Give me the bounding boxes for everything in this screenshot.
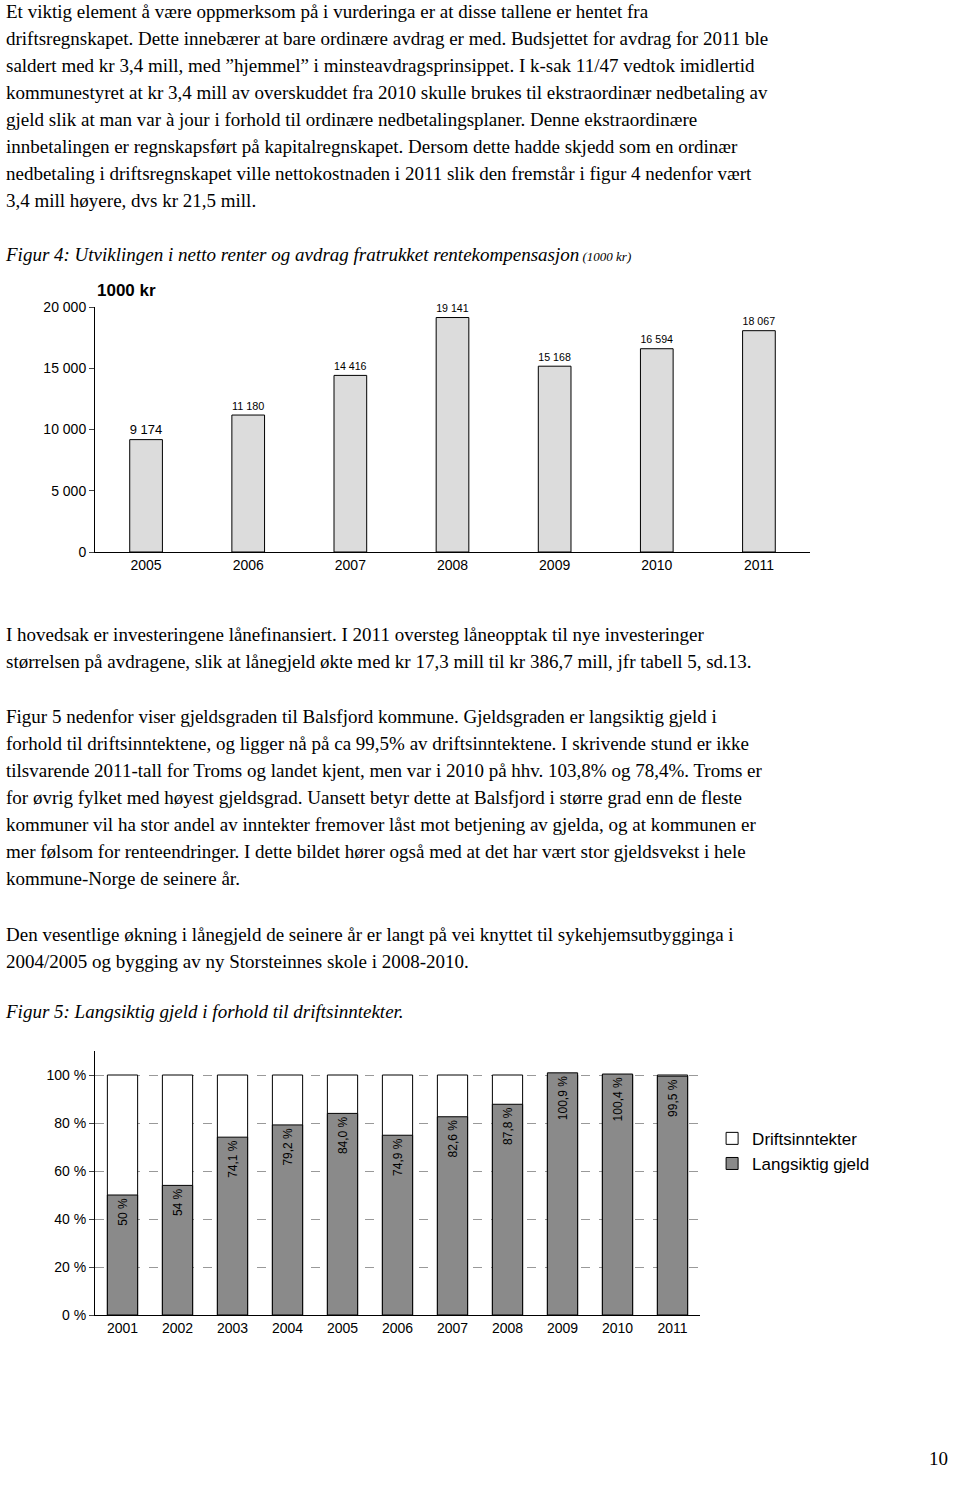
html-text:10: 10: [929, 1448, 948, 1469]
svg-text:2009: 2009: [539, 557, 570, 573]
svg-text:2010: 2010: [602, 1320, 633, 1336]
svg-text:50 %: 50 %: [116, 1198, 130, 1226]
svg-text:0 %: 0 %: [62, 1307, 86, 1323]
svg-text:9 174: 9 174: [130, 422, 162, 437]
svg-text:10 000: 10 000: [43, 421, 86, 437]
svg-text:54 %: 54 %: [171, 1188, 185, 1216]
html-text:for øvrig fylket med høyest gj: for øvrig fylket med høyest gjeldsgrad. …: [6, 787, 742, 808]
svg-text:2011: 2011: [657, 1320, 687, 1336]
svg-text:74,1 %: 74,1 %: [226, 1140, 240, 1178]
svg-text:82,6 %: 82,6 %: [446, 1120, 460, 1158]
svg-text:16 594: 16 594: [640, 333, 673, 345]
svg-text:2001: 2001: [107, 1320, 138, 1336]
svg-text:100,4 %: 100,4 %: [611, 1077, 625, 1121]
svg-text:14 416: 14 416: [334, 360, 367, 372]
svg-text:84,0 %: 84,0 %: [336, 1116, 350, 1154]
html-text:Et viktig element å være oppme: Et viktig element å være oppmerksom på i…: [6, 1, 649, 22]
svg-text:5 000: 5 000: [51, 483, 86, 499]
svg-text:2006: 2006: [382, 1320, 413, 1336]
html-text:Figur 5: Langsiktig gjeld i fo: Figur 5: Langsiktig gjeld i forhold til …: [6, 1001, 404, 1022]
svg-text:1000 kr: 1000 kr: [97, 281, 156, 300]
svg-text:40 %: 40 %: [54, 1211, 86, 1227]
svg-text:100,9 %: 100,9 %: [556, 1076, 570, 1120]
html-text:Figur 4: Utviklingen i netto r: Figur 4: Utviklingen i netto renter og a…: [6, 244, 632, 265]
svg-text:79,2 %: 79,2 %: [281, 1128, 295, 1166]
svg-text:99,5 %: 99,5 %: [666, 1079, 680, 1117]
svg-text:2007: 2007: [437, 1320, 468, 1336]
svg-text:74,9 %: 74,9 %: [391, 1138, 405, 1176]
html-text:forhold til driftsinntektene,: forhold til driftsinntektene, og ligger …: [6, 733, 749, 754]
svg-text:87,8 %: 87,8 %: [501, 1107, 515, 1145]
html-text:driftsregnskapet. Dette innebæ: driftsregnskapet. Dette innebærer at bar…: [6, 28, 769, 49]
svg-text:2008: 2008: [492, 1320, 523, 1336]
svg-text:20 000: 20 000: [43, 299, 86, 315]
svg-text:2008: 2008: [437, 557, 468, 573]
svg-text:2004: 2004: [272, 1320, 303, 1336]
html-text:Figur 5 nedenfor viser gjeldsg: Figur 5 nedenfor viser gjeldsgraden til …: [6, 706, 717, 727]
svg-text:20 %: 20 %: [54, 1259, 86, 1275]
html-text:3,4 mill høyere, dvs kr 21,5 m: 3,4 mill høyere, dvs kr 21,5 mill.: [6, 190, 257, 211]
svg-text:0: 0: [78, 544, 86, 560]
html-text:I hovedsak er investeringene l: I hovedsak er investeringene lånefinansi…: [6, 624, 704, 645]
html-text:innbetalingen er regnskapsført: innbetalingen er regnskapsført på kapita…: [6, 136, 738, 157]
svg-text:2005: 2005: [327, 1320, 358, 1336]
html-text:kommuner vil ha stor andel av: kommuner vil ha stor andel av inntekter …: [6, 814, 756, 835]
html-text:tilsvarende 2011-tall for Trom: tilsvarende 2011-tall for Troms og lande…: [6, 760, 762, 781]
svg-text:19 141: 19 141: [436, 302, 469, 314]
svg-text:80 %: 80 %: [54, 1115, 86, 1131]
svg-text:15 000: 15 000: [43, 360, 86, 376]
html-text:mer følsom for renteendringer.: mer følsom for renteendringer. I dette b…: [6, 841, 746, 862]
svg-text:15 168: 15 168: [538, 351, 571, 363]
svg-text:2010: 2010: [641, 557, 672, 573]
svg-text:Driftsinntekter: Driftsinntekter: [752, 1130, 857, 1149]
svg-text:2011: 2011: [744, 557, 774, 573]
svg-text:2007: 2007: [335, 557, 366, 573]
svg-text:2005: 2005: [130, 557, 161, 573]
svg-text:60 %: 60 %: [54, 1163, 86, 1179]
html-text:størrelsen på avdragene, slik: størrelsen på avdragene, slik at lånegje…: [6, 651, 752, 672]
svg-text:2009: 2009: [547, 1320, 578, 1336]
svg-text:2002: 2002: [162, 1320, 193, 1336]
html-text:2004/2005 og bygging av ny Sto: 2004/2005 og bygging av ny Storsteinnes …: [6, 951, 469, 972]
html-text:kommunestyret at kr 3,4 mill a: kommunestyret at kr 3,4 mill av overskud…: [6, 82, 768, 103]
svg-text:Langsiktig gjeld: Langsiktig gjeld: [752, 1155, 869, 1174]
html-text:saldert med kr 3,4 mill, med ”: saldert med kr 3,4 mill, med ”hjemmel” i…: [6, 55, 755, 76]
svg-text:100 %: 100 %: [46, 1067, 86, 1083]
html-text:gjeld slik at man var à jour i: gjeld slik at man var à jour i forhold t…: [6, 109, 698, 130]
svg-text:18 067: 18 067: [743, 315, 776, 327]
svg-text:11 180: 11 180: [232, 400, 264, 412]
html-text:nedbetaling i driftsregnskapet: nedbetaling i driftsregnskapet ville net…: [6, 163, 752, 184]
html-text:kommune-Norge de seinere år.: kommune-Norge de seinere år.: [6, 868, 240, 889]
svg-text:2006: 2006: [233, 557, 264, 573]
html-text:Den vesentlige økning i lånegj: Den vesentlige økning i lånegjeld de sei…: [6, 924, 734, 945]
svg-text:2003: 2003: [217, 1320, 248, 1336]
